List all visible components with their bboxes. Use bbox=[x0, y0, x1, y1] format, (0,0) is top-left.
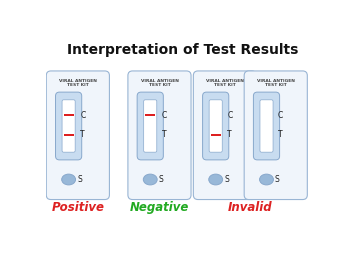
Text: Invalid: Invalid bbox=[228, 202, 273, 214]
Text: VIRAL ANTIGEN: VIRAL ANTIGEN bbox=[59, 79, 97, 83]
FancyBboxPatch shape bbox=[137, 92, 163, 160]
Text: T: T bbox=[278, 130, 283, 139]
Text: TEST KIT: TEST KIT bbox=[149, 83, 170, 87]
Text: Negative: Negative bbox=[130, 202, 189, 214]
Text: VIRAL ANTIGEN: VIRAL ANTIGEN bbox=[141, 79, 178, 83]
Text: T: T bbox=[227, 130, 232, 139]
Ellipse shape bbox=[143, 174, 157, 185]
Text: S: S bbox=[224, 175, 229, 184]
Text: S: S bbox=[159, 175, 164, 184]
FancyBboxPatch shape bbox=[64, 114, 74, 116]
Text: C: C bbox=[80, 111, 85, 120]
Text: VIRAL ANTIGEN: VIRAL ANTIGEN bbox=[257, 79, 295, 83]
FancyBboxPatch shape bbox=[193, 71, 256, 200]
Text: Positive: Positive bbox=[51, 202, 104, 214]
FancyBboxPatch shape bbox=[56, 92, 82, 160]
Ellipse shape bbox=[260, 174, 273, 185]
Text: TEST KIT: TEST KIT bbox=[214, 83, 236, 87]
FancyBboxPatch shape bbox=[211, 134, 221, 136]
Text: VIRAL ANTIGEN: VIRAL ANTIGEN bbox=[206, 79, 244, 83]
Text: S: S bbox=[275, 175, 280, 184]
FancyBboxPatch shape bbox=[260, 100, 273, 152]
FancyBboxPatch shape bbox=[203, 92, 229, 160]
Text: Interpretation of Test Results: Interpretation of Test Results bbox=[67, 43, 298, 57]
Text: C: C bbox=[278, 111, 283, 120]
FancyBboxPatch shape bbox=[144, 100, 157, 152]
Text: T: T bbox=[162, 130, 166, 139]
Ellipse shape bbox=[62, 174, 76, 185]
FancyBboxPatch shape bbox=[145, 114, 155, 116]
FancyBboxPatch shape bbox=[62, 100, 75, 152]
FancyBboxPatch shape bbox=[46, 71, 110, 200]
FancyBboxPatch shape bbox=[244, 71, 307, 200]
Text: S: S bbox=[77, 175, 82, 184]
Text: TEST KIT: TEST KIT bbox=[67, 83, 89, 87]
Text: TEST KIT: TEST KIT bbox=[265, 83, 287, 87]
FancyBboxPatch shape bbox=[128, 71, 191, 200]
FancyBboxPatch shape bbox=[253, 92, 280, 160]
FancyBboxPatch shape bbox=[209, 100, 222, 152]
Text: C: C bbox=[162, 111, 167, 120]
FancyBboxPatch shape bbox=[64, 134, 74, 136]
Text: C: C bbox=[227, 111, 232, 120]
Text: T: T bbox=[80, 130, 85, 139]
Ellipse shape bbox=[209, 174, 223, 185]
